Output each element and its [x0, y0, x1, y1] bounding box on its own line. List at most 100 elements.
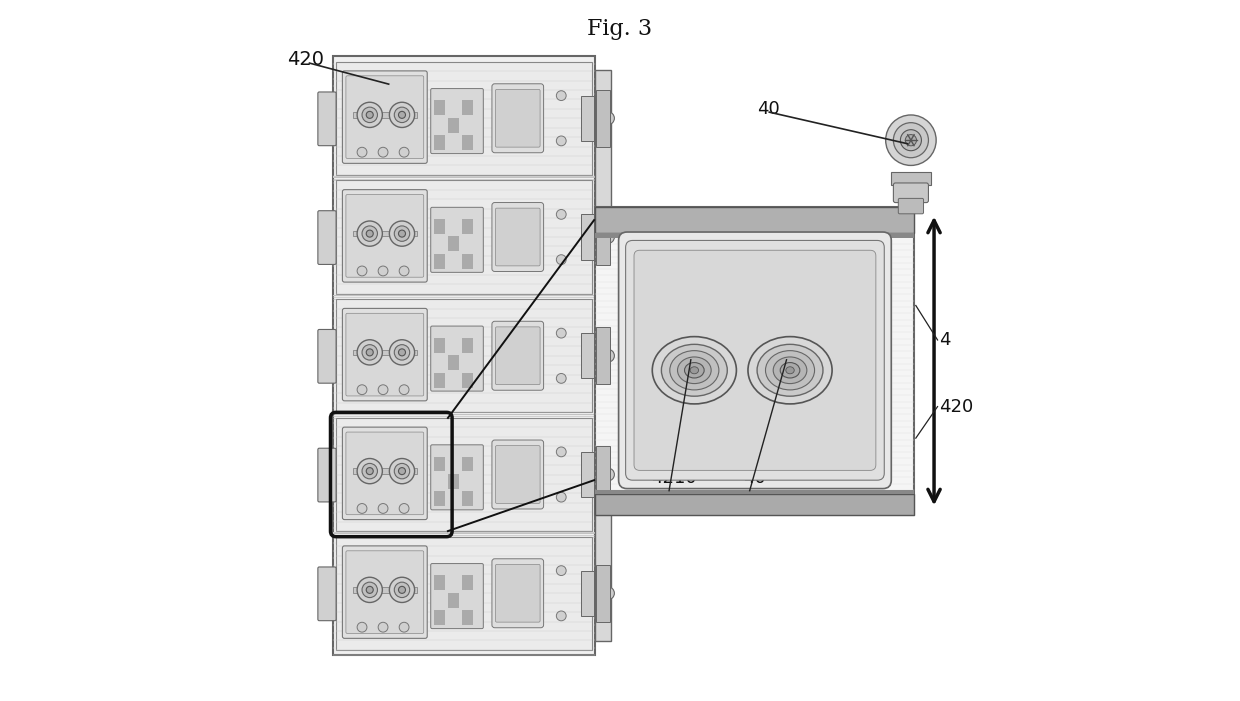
- Ellipse shape: [661, 344, 728, 396]
- Bar: [336, 62, 591, 175]
- Circle shape: [394, 226, 409, 241]
- FancyBboxPatch shape: [492, 203, 543, 271]
- Text: 4: 4: [939, 331, 950, 349]
- Circle shape: [394, 107, 409, 123]
- Bar: [434, 100, 445, 115]
- Bar: [461, 373, 472, 388]
- Bar: [336, 299, 591, 412]
- Circle shape: [557, 374, 567, 383]
- FancyBboxPatch shape: [342, 427, 428, 519]
- Circle shape: [357, 458, 382, 484]
- Bar: [332, 295, 595, 297]
- Bar: [461, 576, 472, 590]
- Bar: [595, 494, 914, 515]
- Bar: [336, 537, 591, 650]
- Ellipse shape: [786, 367, 795, 374]
- Ellipse shape: [684, 362, 704, 378]
- FancyBboxPatch shape: [346, 432, 424, 515]
- Text: 40: 40: [743, 469, 765, 487]
- Circle shape: [357, 577, 382, 602]
- Circle shape: [399, 147, 409, 157]
- Bar: [332, 414, 595, 415]
- FancyBboxPatch shape: [492, 559, 543, 627]
- Bar: [353, 468, 417, 474]
- Bar: [461, 338, 472, 353]
- FancyBboxPatch shape: [430, 207, 484, 273]
- Circle shape: [557, 210, 567, 219]
- Circle shape: [557, 254, 567, 264]
- Circle shape: [389, 340, 414, 365]
- Ellipse shape: [652, 336, 737, 404]
- Ellipse shape: [748, 336, 832, 404]
- Circle shape: [378, 622, 388, 632]
- Bar: [434, 491, 445, 506]
- Circle shape: [557, 492, 567, 502]
- Circle shape: [366, 586, 373, 593]
- Text: 420: 420: [939, 397, 973, 416]
- Circle shape: [362, 345, 377, 360]
- FancyBboxPatch shape: [496, 446, 541, 503]
- Circle shape: [893, 123, 929, 158]
- Circle shape: [389, 577, 414, 602]
- Bar: [434, 135, 445, 150]
- Bar: [336, 418, 591, 531]
- FancyBboxPatch shape: [492, 84, 543, 153]
- Circle shape: [378, 385, 388, 395]
- Circle shape: [601, 231, 614, 243]
- Bar: [582, 215, 594, 259]
- Bar: [596, 447, 610, 503]
- Bar: [353, 587, 417, 592]
- FancyBboxPatch shape: [496, 90, 541, 147]
- Circle shape: [366, 349, 373, 356]
- FancyBboxPatch shape: [317, 92, 336, 146]
- Ellipse shape: [780, 362, 800, 378]
- Bar: [434, 338, 445, 353]
- Bar: [434, 610, 445, 625]
- Circle shape: [557, 328, 567, 338]
- Circle shape: [399, 622, 409, 632]
- Circle shape: [362, 107, 377, 123]
- Bar: [461, 100, 472, 115]
- Bar: [596, 565, 610, 622]
- Circle shape: [399, 503, 409, 513]
- FancyBboxPatch shape: [346, 195, 424, 277]
- Circle shape: [394, 345, 409, 360]
- Circle shape: [601, 468, 614, 481]
- Bar: [434, 219, 445, 234]
- Ellipse shape: [691, 367, 698, 374]
- Circle shape: [398, 468, 405, 475]
- Bar: [596, 90, 610, 147]
- Bar: [892, 172, 930, 185]
- FancyBboxPatch shape: [317, 329, 336, 383]
- Bar: [595, 207, 914, 515]
- Circle shape: [398, 230, 405, 237]
- Bar: [448, 355, 459, 370]
- Circle shape: [398, 586, 405, 593]
- Circle shape: [366, 111, 373, 118]
- FancyBboxPatch shape: [342, 190, 428, 282]
- Bar: [461, 610, 472, 625]
- Bar: [353, 112, 417, 118]
- FancyBboxPatch shape: [492, 321, 543, 390]
- Text: 40: 40: [756, 100, 780, 118]
- FancyBboxPatch shape: [619, 232, 892, 489]
- Text: Fig. 3: Fig. 3: [588, 18, 652, 39]
- FancyBboxPatch shape: [346, 551, 424, 634]
- Circle shape: [378, 503, 388, 513]
- Bar: [448, 474, 459, 489]
- Circle shape: [394, 463, 409, 479]
- Circle shape: [357, 221, 382, 246]
- Bar: [353, 231, 417, 236]
- Circle shape: [399, 266, 409, 276]
- Circle shape: [389, 102, 414, 128]
- Ellipse shape: [774, 357, 807, 383]
- Circle shape: [357, 266, 367, 276]
- Circle shape: [357, 503, 367, 513]
- FancyBboxPatch shape: [430, 326, 484, 391]
- Circle shape: [357, 340, 382, 365]
- FancyBboxPatch shape: [893, 183, 929, 203]
- Bar: [582, 333, 594, 379]
- Bar: [461, 219, 472, 234]
- Bar: [434, 576, 445, 590]
- Bar: [596, 327, 610, 384]
